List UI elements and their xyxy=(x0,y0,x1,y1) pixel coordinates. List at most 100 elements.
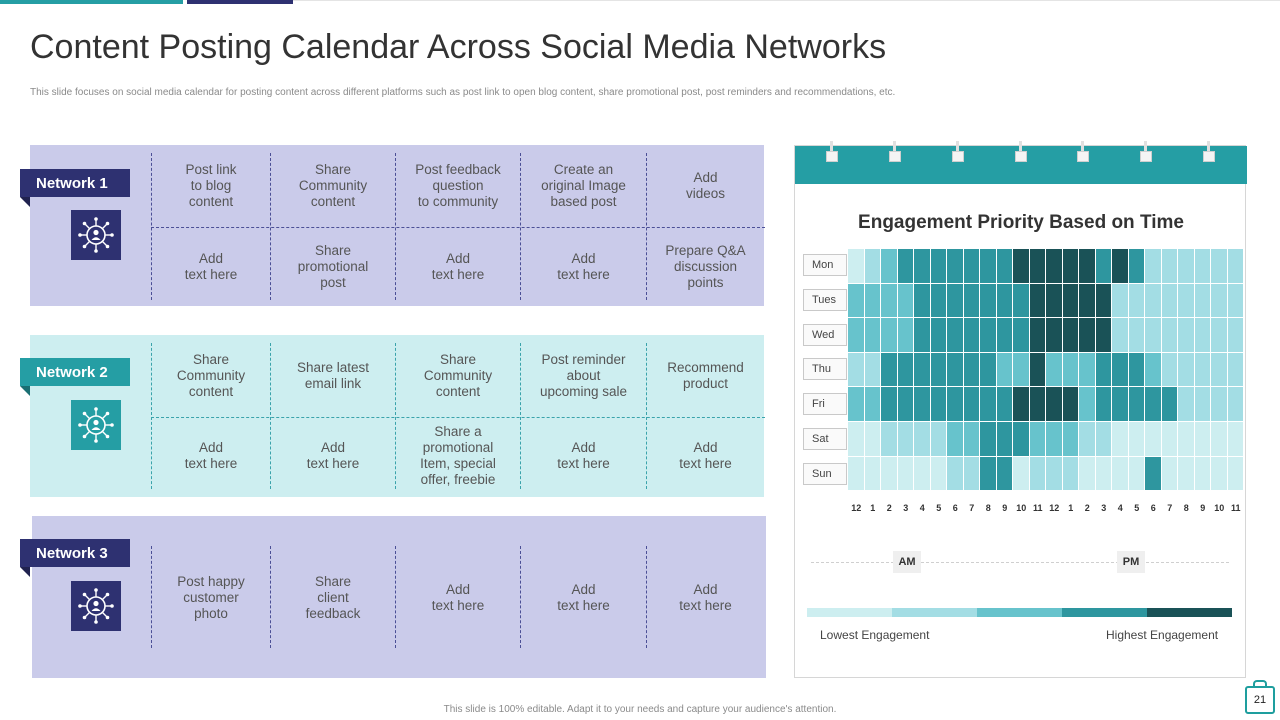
heatmap-cell xyxy=(1145,456,1162,492)
heatmap-cell xyxy=(881,456,898,492)
heatmap-cell xyxy=(980,422,997,457)
column-divider xyxy=(270,546,271,648)
hour-label: 10 xyxy=(1016,503,1027,513)
heatmap-cell xyxy=(1013,283,1030,319)
heatmap-cell xyxy=(1046,352,1063,388)
heatmap-cell xyxy=(1145,318,1162,353)
heatmap-cell xyxy=(914,249,931,284)
calendar-ring-icon xyxy=(1077,141,1089,167)
heatmap-cell xyxy=(1079,283,1096,319)
column-divider xyxy=(151,153,152,300)
heatmap-cell xyxy=(1227,249,1244,284)
heatmap-cell xyxy=(1095,249,1112,284)
heatmap-cell xyxy=(1013,422,1030,457)
heatmap-cell xyxy=(848,249,865,284)
heatmap-cell xyxy=(1029,283,1046,319)
heatmap-cell xyxy=(980,387,997,422)
network-1-row1-cell: Share Community content xyxy=(298,162,368,209)
heatmap-cell xyxy=(1178,422,1195,457)
heatmap-cell xyxy=(848,422,865,457)
heatmap-cell xyxy=(1062,422,1079,457)
heatmap-cell xyxy=(963,422,980,457)
heatmap-cell xyxy=(996,283,1013,319)
heatmap-cell xyxy=(963,456,980,492)
heatmap-cell xyxy=(996,352,1013,388)
heatmap-cell xyxy=(1128,318,1145,353)
heatmap-cell xyxy=(1095,283,1112,319)
heatmap-cell xyxy=(1161,249,1178,284)
heatmap-cell xyxy=(1062,283,1079,319)
heatmap-cell xyxy=(1029,318,1046,353)
day-label: Fri xyxy=(803,393,847,416)
heatmap-cell xyxy=(1095,318,1112,353)
heatmap-cell xyxy=(1112,422,1129,457)
network-3-row1-cell: Add text here xyxy=(679,582,732,613)
heatmap-cell xyxy=(1013,318,1030,353)
footer-note: This slide is 100% editable. Adapt it to… xyxy=(443,704,837,715)
hour-label: 8 xyxy=(1183,503,1189,513)
day-label: Wed xyxy=(803,323,847,346)
calendar-title: Engagement Priority Based on Time xyxy=(858,212,1184,233)
heatmap-cell xyxy=(1194,249,1211,284)
heatmap-cell xyxy=(1211,387,1228,422)
heatmap-cell xyxy=(914,318,931,353)
ampm-divider xyxy=(811,562,1229,563)
heatmap-cell xyxy=(930,422,947,457)
column-divider xyxy=(270,153,271,300)
day-label: Thu xyxy=(803,358,847,381)
heatmap-cell xyxy=(930,456,947,492)
network-2-row2-cell: Share a promotional Item, special offer,… xyxy=(420,424,496,487)
day-label: Mon xyxy=(803,254,847,276)
legend-swatch xyxy=(1062,608,1147,617)
calendar-ring-icon xyxy=(1015,141,1027,167)
network-2-row2-cell: Add text here xyxy=(184,440,238,471)
heatmap-cell xyxy=(864,422,881,457)
heatmap-cell xyxy=(963,249,980,284)
heatmap-cell xyxy=(947,387,964,422)
heatmap-cell xyxy=(864,387,881,422)
calendar-ring-icon xyxy=(1140,141,1152,167)
legend-swatch xyxy=(977,608,1062,617)
heatmap-cell xyxy=(914,422,931,457)
calendar-ring-icon xyxy=(1203,141,1215,167)
network-3-row1-cell: Add text here xyxy=(431,582,485,613)
heatmap-cell xyxy=(1211,283,1228,319)
network-2-row1-cell: Share Community content xyxy=(176,352,246,399)
heatmap-cell xyxy=(1013,249,1030,284)
heatmap-cell xyxy=(1227,352,1244,388)
heatmap-cell xyxy=(996,249,1013,284)
heatmap-cell xyxy=(1046,387,1063,422)
heatmap-cell xyxy=(848,352,865,388)
heatmap-cell xyxy=(963,387,980,422)
heatmap-cell xyxy=(1211,422,1228,457)
heatmap-cell xyxy=(864,318,881,353)
heatmap-cell xyxy=(1145,352,1162,388)
heatmap-cell xyxy=(1029,249,1046,284)
hour-label: 4 xyxy=(919,503,925,513)
heatmap-cell xyxy=(1095,352,1112,388)
calendar-ring-icon xyxy=(826,141,838,167)
heatmap-cell xyxy=(897,422,914,457)
hour-label: 6 xyxy=(1150,503,1156,513)
hour-label: 2 xyxy=(886,503,892,513)
network-people-icon xyxy=(71,210,121,260)
heatmap-cell xyxy=(1112,283,1129,319)
heatmap-cell xyxy=(1046,318,1063,353)
network-1-row1-cell: Add videos xyxy=(685,170,726,201)
network-2-row2-cell: Add text here xyxy=(679,440,732,471)
network-3-row1-cell: Share client feedback xyxy=(305,574,361,621)
heatmap-cell xyxy=(848,283,865,319)
network-1-row1-cell: Post feedback question to community xyxy=(415,162,501,209)
top-accent-bar-teal xyxy=(0,0,183,4)
network-2-label: Network 2 xyxy=(20,358,130,386)
heatmap-cell xyxy=(980,456,997,492)
heatmap-cell xyxy=(1194,387,1211,422)
hour-label: 10 xyxy=(1214,503,1225,513)
hour-label: 3 xyxy=(903,503,909,513)
heatmap-cell xyxy=(1178,387,1195,422)
network-1-row2-cell: Add text here xyxy=(184,251,238,282)
network-1-row1-cell: Create an original Image based post xyxy=(541,162,626,209)
network-1-label: Network 1 xyxy=(20,169,130,197)
legend-lowest-label: Lowest Engagement xyxy=(820,628,930,642)
heatmap-cell xyxy=(1112,456,1129,492)
